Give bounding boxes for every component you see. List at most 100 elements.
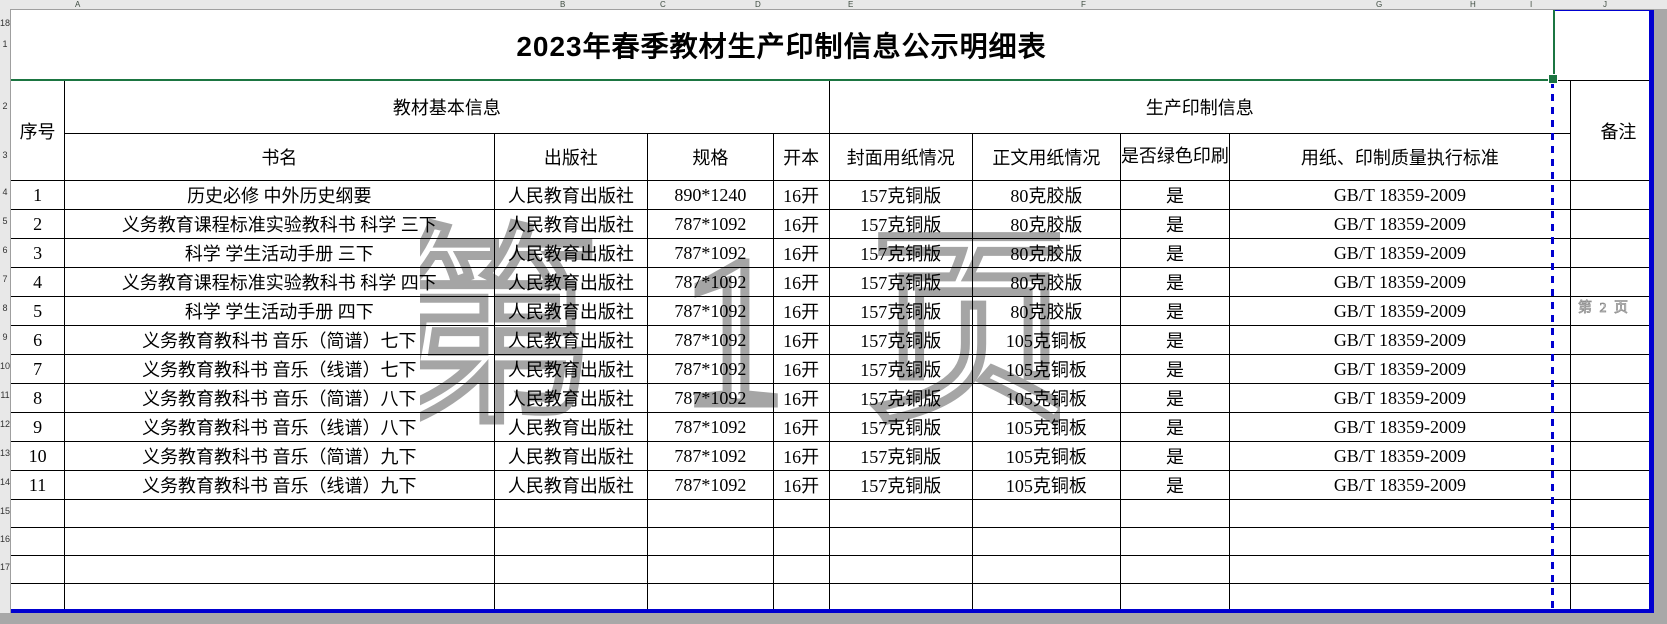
cell-empty[interactable] — [493, 583, 649, 612]
cell-body-paper[interactable]: 80克胶版 — [971, 180, 1121, 210]
cell-empty[interactable] — [9, 583, 66, 612]
row-header-3[interactable]: 3 — [2, 150, 8, 160]
cell-serial[interactable]: 6 — [9, 325, 66, 355]
cell-format[interactable]: 16开 — [772, 209, 830, 239]
cell-book-name[interactable]: 历史必修 中外历史纲要 — [64, 180, 495, 210]
cell-serial[interactable]: 3 — [9, 238, 66, 268]
header-format[interactable]: 开本 — [772, 133, 830, 181]
cell-serial[interactable]: 11 — [9, 470, 66, 500]
cell-green-print[interactable]: 是 — [1119, 441, 1230, 471]
row-header-4[interactable]: 4 — [2, 187, 8, 197]
cell-book-name[interactable]: 义务教育教科书 音乐（简谱）八下 — [64, 383, 495, 413]
cell-spec[interactable]: 787*1092 — [647, 238, 774, 268]
column-header-E[interactable]: E — [848, 0, 854, 9]
cell-cover-paper[interactable]: 157克铜版 — [828, 441, 973, 471]
cell-cover-paper[interactable]: 157克铜版 — [828, 267, 973, 297]
column-header-H[interactable]: H — [1470, 0, 1476, 9]
cell-cover-paper[interactable]: 157克铜版 — [828, 209, 973, 239]
cell-spec[interactable]: 787*1092 — [647, 296, 774, 326]
cell-green-print[interactable]: 是 — [1119, 209, 1230, 239]
cell-body-paper[interactable]: 105克铜板 — [971, 470, 1121, 500]
cell-empty[interactable] — [772, 527, 830, 556]
print-area-right-border[interactable] — [1649, 9, 1654, 613]
cell-empty[interactable] — [1228, 583, 1571, 612]
header-book-name[interactable]: 书名 — [64, 133, 495, 181]
cell-body-paper[interactable]: 105克铜板 — [971, 412, 1121, 442]
cell-book-name[interactable]: 科学 学生活动手册 四下 — [64, 296, 495, 326]
cell-cover-paper[interactable]: 157克铜版 — [828, 383, 973, 413]
cell-body-paper[interactable]: 80克胶版 — [971, 209, 1121, 239]
cell-body-paper[interactable]: 80克胶版 — [971, 267, 1121, 297]
cell-publisher[interactable]: 人民教育出版社 — [493, 412, 649, 442]
cell-publisher[interactable]: 人民教育出版社 — [493, 238, 649, 268]
cell-spec[interactable]: 787*1092 — [647, 325, 774, 355]
row-header-11[interactable]: 11 — [0, 390, 10, 400]
cell-spec[interactable]: 787*1092 — [647, 267, 774, 297]
cell-cover-paper[interactable]: 157克铜版 — [828, 180, 973, 210]
cell-publisher[interactable]: 人民教育出版社 — [493, 354, 649, 384]
cell-green-print[interactable]: 是 — [1119, 180, 1230, 210]
cell-empty[interactable] — [493, 527, 649, 556]
cell-empty[interactable] — [647, 555, 774, 584]
cell-book-name[interactable]: 义务教育教科书 音乐（简谱）七下 — [64, 325, 495, 355]
cell-green-print[interactable]: 是 — [1119, 383, 1230, 413]
cell-cover-paper[interactable]: 157克铜版 — [828, 354, 973, 384]
cell-quality-standard[interactable]: GB/T 18359-2009 — [1228, 441, 1571, 471]
cell-format[interactable]: 16开 — [772, 180, 830, 210]
row-header-2[interactable]: 2 — [2, 101, 8, 111]
row-header-13[interactable]: 13 — [0, 448, 10, 458]
cell-book-name[interactable]: 义务教育教科书 音乐（简谱）九下 — [64, 441, 495, 471]
cell-empty[interactable] — [772, 583, 830, 612]
cell-serial[interactable]: 2 — [9, 209, 66, 239]
cell-publisher[interactable]: 人民教育出版社 — [493, 180, 649, 210]
cell-quality-standard[interactable]: GB/T 18359-2009 — [1228, 209, 1571, 239]
cell-spec[interactable]: 890*1240 — [647, 180, 774, 210]
row-header-1[interactable]: 1 — [2, 39, 8, 49]
cell-empty[interactable] — [493, 499, 649, 528]
row-header-18[interactable]: 18 — [0, 18, 10, 28]
row-header-6[interactable]: 6 — [2, 245, 8, 255]
cell-quality-standard[interactable]: GB/T 18359-2009 — [1228, 383, 1571, 413]
cell-quality-standard[interactable]: GB/T 18359-2009 — [1228, 296, 1571, 326]
cell-empty[interactable] — [647, 583, 774, 612]
cell-quality-standard[interactable]: GB/T 18359-2009 — [1228, 267, 1571, 297]
cell-spec[interactable]: 787*1092 — [647, 441, 774, 471]
cell-cover-paper[interactable]: 157克铜版 — [828, 238, 973, 268]
column-header-F[interactable]: F — [1081, 0, 1086, 9]
row-header-5[interactable]: 5 — [2, 216, 8, 226]
cell-green-print[interactable]: 是 — [1119, 296, 1230, 326]
cell-format[interactable]: 16开 — [772, 470, 830, 500]
cell-book-name[interactable]: 义务教育教科书 音乐（线谱）八下 — [64, 412, 495, 442]
cell-publisher[interactable]: 人民教育出版社 — [493, 470, 649, 500]
header-body-paper[interactable]: 正文用纸情况 — [971, 133, 1121, 181]
cell-cover-paper[interactable]: 157克铜版 — [828, 470, 973, 500]
cell-green-print[interactable]: 是 — [1119, 412, 1230, 442]
cell-empty[interactable] — [9, 555, 66, 584]
cell-empty[interactable] — [828, 499, 973, 528]
cell-serial[interactable]: 4 — [9, 267, 66, 297]
cell-green-print[interactable]: 是 — [1119, 470, 1230, 500]
cell-empty[interactable] — [1228, 499, 1571, 528]
cell-empty[interactable] — [647, 499, 774, 528]
header-basic-info-group[interactable]: 教材基本信息 — [64, 80, 830, 134]
cell-publisher[interactable]: 人民教育出版社 — [493, 441, 649, 471]
cell-quality-standard[interactable]: GB/T 18359-2009 — [1228, 412, 1571, 442]
cell-format[interactable]: 16开 — [772, 238, 830, 268]
cell-book-name[interactable]: 义务教育教科书 音乐（线谱）七下 — [64, 354, 495, 384]
header-green-print[interactable]: 是否绿色印刷 — [1119, 133, 1230, 181]
cell-book-name[interactable]: 义务教育课程标准实验教科书 科学 四下 — [64, 267, 495, 297]
cell-green-print[interactable]: 是 — [1119, 238, 1230, 268]
row-header-8[interactable]: 8 — [2, 303, 8, 313]
cell-publisher[interactable]: 人民教育出版社 — [493, 383, 649, 413]
cell-empty[interactable] — [647, 527, 774, 556]
cell-spec[interactable]: 787*1092 — [647, 383, 774, 413]
cell-empty[interactable] — [772, 555, 830, 584]
cell-empty[interactable] — [9, 499, 66, 528]
cell-green-print[interactable]: 是 — [1119, 325, 1230, 355]
cell-book-name[interactable]: 义务教育教科书 音乐（线谱）九下 — [64, 470, 495, 500]
cell-body-paper[interactable]: 80克胶版 — [971, 238, 1121, 268]
cell-empty[interactable] — [64, 527, 495, 556]
cell-serial[interactable]: 5 — [9, 296, 66, 326]
cell-empty[interactable] — [64, 499, 495, 528]
cell-serial[interactable]: 8 — [9, 383, 66, 413]
